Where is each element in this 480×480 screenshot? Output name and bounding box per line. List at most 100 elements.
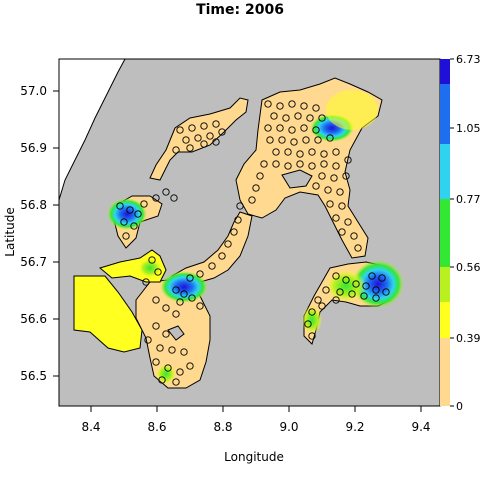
station-point [296, 150, 304, 158]
station-point [212, 120, 220, 128]
station-point [354, 244, 362, 252]
station-point [312, 182, 320, 190]
station-point [248, 196, 256, 204]
station-point [276, 102, 284, 110]
station-point [318, 114, 326, 122]
x-tick-label: 8.6 [147, 420, 166, 434]
station-point [332, 296, 340, 304]
station-point [308, 308, 316, 316]
island-north [281, 169, 313, 189]
station-point [164, 364, 172, 372]
station-point [256, 172, 264, 180]
hotspot-green-1 [326, 270, 366, 302]
hotspot-yellow-north [326, 90, 378, 130]
station-point [320, 150, 328, 158]
station-point [382, 288, 390, 296]
station-point [172, 146, 180, 154]
station-point [122, 232, 130, 240]
y-axis-label: Latitude [3, 207, 17, 256]
station-point [200, 140, 208, 148]
station-point [338, 202, 346, 210]
island-south [167, 325, 185, 341]
station-point [322, 286, 330, 294]
station-point [326, 200, 334, 208]
land-mass [59, 59, 440, 406]
station-point [126, 206, 134, 214]
station-point [180, 348, 188, 356]
colorbar-segment [440, 267, 450, 302]
station-point [130, 222, 138, 230]
y-tick-label: 56.8 [20, 198, 47, 212]
station-point [368, 272, 376, 280]
colorbar-segment [440, 84, 450, 144]
station-point [120, 218, 128, 226]
station-point [344, 156, 352, 164]
station-point [338, 228, 346, 236]
station-point [314, 296, 322, 304]
station-point [290, 138, 298, 146]
station-point [152, 194, 160, 202]
station-point [300, 124, 308, 132]
station-point [218, 128, 226, 136]
station-point [342, 172, 350, 180]
colorbar-label: 0 [456, 400, 463, 413]
colorbar-segment [440, 302, 450, 338]
station-point [264, 100, 272, 108]
station-point [320, 160, 328, 168]
hotspot-east [352, 260, 404, 308]
x-axis: 8.4 8.6 8.8 9.0 9.2 9.4 Longitude [81, 406, 431, 464]
station-point [186, 144, 194, 152]
station-point [234, 216, 242, 224]
station-point [142, 278, 150, 286]
station-point [312, 104, 320, 112]
colorbar-label: 0.56 [456, 261, 480, 274]
station-point [188, 124, 196, 132]
station-points [116, 100, 390, 386]
map-plot-area [59, 59, 440, 406]
station-point [168, 346, 176, 354]
y-axis: 57.0 56.9 56.8 56.7 56.6 56.5 Latitude [3, 84, 59, 383]
station-point [154, 268, 162, 276]
x-tick-label: 9.0 [279, 420, 298, 434]
station-point [302, 136, 310, 144]
station-point [318, 172, 326, 180]
station-point [312, 126, 320, 134]
station-point [260, 160, 268, 168]
station-point [140, 200, 148, 208]
colorbar-segment [440, 144, 450, 199]
y-tick-label: 57.0 [20, 84, 47, 98]
station-point [162, 188, 170, 196]
station-point [170, 194, 178, 202]
station-point [296, 160, 304, 168]
station-point [352, 280, 360, 288]
station-point [180, 290, 188, 298]
station-point [332, 162, 340, 170]
station-point [148, 256, 156, 264]
station-point [332, 272, 340, 280]
station-point [272, 148, 280, 156]
station-point [372, 294, 380, 302]
y-tick-label: 56.5 [20, 369, 47, 383]
x-tick-label: 8.4 [81, 420, 100, 434]
north-channel [149, 97, 249, 181]
station-point [152, 296, 160, 304]
y-tick-label: 56.9 [20, 141, 47, 155]
hotspot-green-2 [302, 306, 322, 334]
station-point [344, 218, 352, 226]
station-point [186, 362, 194, 370]
station-point [326, 134, 334, 142]
station-point [162, 304, 170, 312]
station-point [278, 136, 286, 144]
station-point [372, 286, 380, 294]
station-point [304, 320, 312, 328]
station-point [378, 274, 386, 282]
station-point [282, 114, 290, 122]
station-point [342, 276, 350, 284]
colorbar-label: 0.39 [456, 332, 480, 345]
station-point [300, 102, 308, 110]
station-point [182, 136, 190, 144]
station-point [336, 288, 344, 296]
station-point [314, 136, 322, 144]
x-tick-label: 8.8 [213, 420, 232, 434]
station-point [272, 160, 280, 168]
